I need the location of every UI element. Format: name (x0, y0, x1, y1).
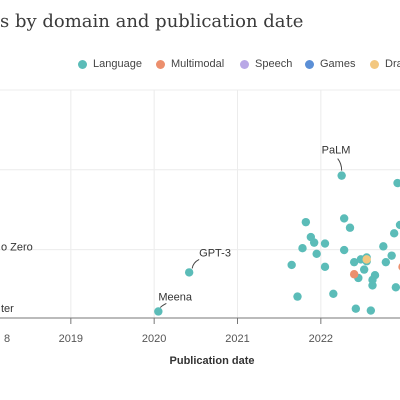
data-point (379, 242, 388, 251)
x-tick-label: 2022 (309, 333, 333, 345)
data-point (287, 260, 296, 270)
data-point (184, 268, 194, 277)
data-point (359, 265, 369, 274)
data-point (312, 249, 321, 258)
legend-label: Multimodal (171, 58, 225, 70)
legend-item-speech[interactable]: Speech (240, 58, 292, 70)
data-point (391, 283, 400, 292)
data-point (337, 171, 346, 180)
legend-item-dra[interactable]: Dra (370, 58, 400, 70)
annotation-label: GPT-3 (199, 247, 231, 259)
annotation-leader (159, 303, 167, 308)
x-tick-label: 2019 (59, 333, 83, 345)
data-point (298, 244, 307, 253)
data-point (320, 239, 330, 248)
legend-item-multimodal[interactable]: Multimodal (156, 58, 224, 70)
data-point (368, 275, 377, 285)
legend-swatch (305, 59, 314, 69)
data-point (154, 307, 163, 316)
x-tick-label: 8 (4, 333, 10, 345)
data-point (301, 217, 311, 227)
legend-label: Language (93, 58, 142, 70)
legend-swatch (78, 59, 87, 69)
x-axis-title: Publication date (170, 355, 255, 367)
data-point (351, 304, 361, 313)
legend: Language Multimodal Speech Games Dra (0, 58, 400, 72)
data-point (393, 178, 400, 188)
data-point (339, 214, 349, 223)
data-point (362, 255, 371, 264)
data-point (349, 270, 359, 279)
x-tick-label: 2020 (142, 333, 166, 345)
data-point (356, 255, 366, 264)
legend-label: Games (320, 58, 356, 70)
data-point (320, 262, 330, 272)
legend-swatch (156, 59, 165, 69)
annotation-label: PaLM (322, 145, 351, 157)
x-tick-label: 2021 (225, 333, 249, 345)
annotation-label: o Zero (1, 241, 33, 253)
legend-swatch (370, 59, 379, 69)
data-point (345, 223, 355, 232)
data-point (329, 289, 338, 299)
legend-item-language[interactable]: Language (78, 58, 142, 70)
annotation-label: ter (1, 303, 14, 315)
data-point (293, 292, 302, 301)
data-point (366, 306, 376, 315)
data-point (389, 229, 399, 238)
data-point (339, 245, 349, 255)
data-point (387, 251, 396, 260)
legend-swatch (240, 59, 249, 69)
data-point (306, 232, 316, 242)
legend-label: Dra (385, 58, 400, 70)
data-point (349, 257, 359, 267)
chart-title: s by domain and publication date (0, 11, 304, 32)
annotation-leader (337, 158, 343, 171)
annotation-label: Meena (158, 291, 193, 303)
legend-item-games[interactable]: Games (305, 58, 355, 70)
legend-label: Speech (255, 58, 293, 70)
data-point (381, 257, 391, 267)
data-point (395, 220, 400, 230)
annotation-leader (191, 258, 200, 269)
